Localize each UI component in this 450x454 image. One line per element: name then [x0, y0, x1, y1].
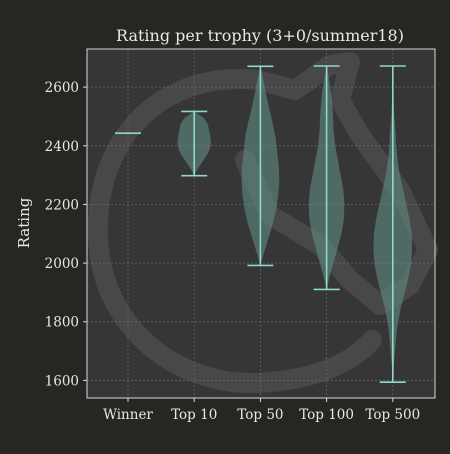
violin-top-100 [308, 65, 345, 291]
y-tick-label: 2400 [45, 139, 79, 155]
y-tick-label: 2600 [45, 80, 79, 96]
x-axis-ticks: Winner Top 10 Top 50 Top 100 Top 500 [103, 398, 420, 423]
y-tick-label: 1600 [45, 373, 79, 389]
violin-top-500 [373, 65, 413, 383]
x-tick-label: Top 10 [171, 407, 217, 423]
x-tick-label: Winner [103, 407, 153, 423]
chart-title: Rating per trophy (3+0/summer18) [116, 26, 404, 45]
axes-frame [86, 48, 436, 399]
violins [115, 65, 413, 383]
violin-top-50 [241, 65, 280, 267]
violin-top-10 [177, 110, 211, 177]
y-tick-label: 2200 [45, 197, 79, 213]
x-tick-label: Top 100 [299, 407, 354, 423]
x-tick-label: Top 50 [237, 407, 283, 423]
y-axis-label: Rating [15, 197, 33, 248]
y-axis-ticks: 1600 1800 2000 2200 2400 2600 [45, 80, 87, 389]
x-tick-label: Top 500 [365, 407, 420, 423]
y-tick-label: 1800 [45, 315, 79, 331]
y-tick-label: 2000 [45, 256, 79, 272]
